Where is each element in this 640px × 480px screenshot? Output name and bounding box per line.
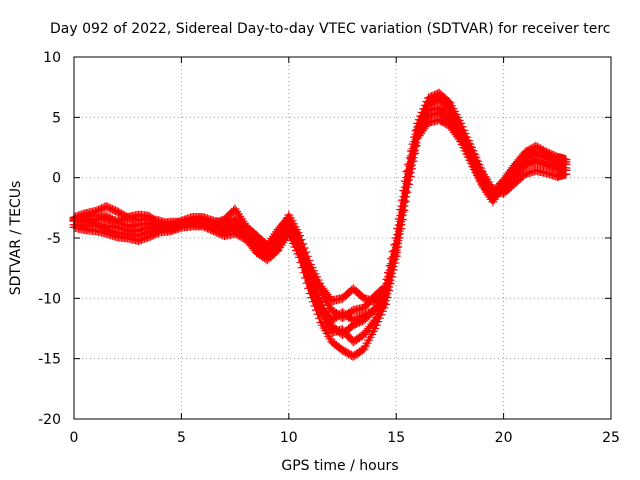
y-tick-label: -20 xyxy=(38,412,61,428)
x-axis-label: GPS time / hours xyxy=(281,458,398,474)
y-tick-label: 0 xyxy=(52,171,61,187)
y-tick-label: 10 xyxy=(43,50,61,66)
data-series xyxy=(69,94,571,325)
y-tick-label: -15 xyxy=(38,352,61,368)
x-tick-label: 15 xyxy=(387,430,405,446)
x-tick-label: 20 xyxy=(495,430,513,446)
y-tick-label: -5 xyxy=(47,231,61,247)
tick-layer: 0 5 10 15 20 25 -20 -15 -10 -5 0 5 10 xyxy=(38,50,620,446)
x-tick-label: 10 xyxy=(280,430,298,446)
y-tick-label: -10 xyxy=(38,291,61,307)
y-tick-label: 5 xyxy=(52,110,61,126)
x-tick-label: 5 xyxy=(177,430,186,446)
x-tick-label: 0 xyxy=(70,430,79,446)
x-tick-label: 25 xyxy=(602,430,620,446)
y-axis-label: SDTVAR / TECUs xyxy=(8,181,24,296)
chart-title: Day 092 of 2022, Sidereal Day-to-day VTE… xyxy=(50,21,610,37)
data-layer xyxy=(69,88,571,361)
